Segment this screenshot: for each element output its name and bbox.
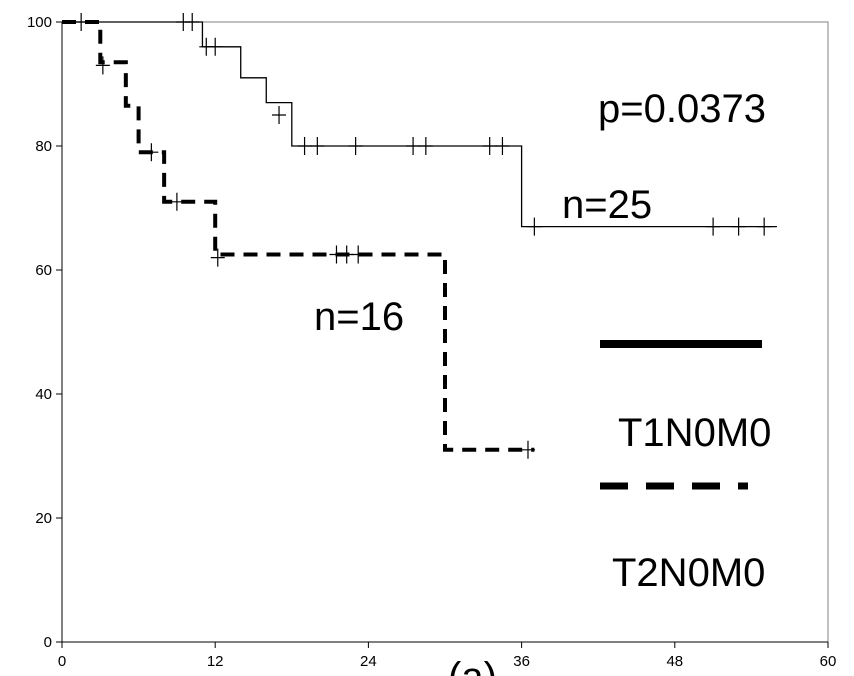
censor-mark-t2: [144, 143, 159, 162]
y-tick-label: 100: [27, 14, 52, 31]
x-tick-label: 24: [360, 653, 377, 670]
legend-t2-label: T2N0M0: [612, 551, 765, 595]
survival-curve-t2: [62, 20, 535, 452]
censor-mark-t2: [520, 440, 535, 459]
axes: 0 12 24 36 48 60 0 20 40 60 80 100: [27, 14, 836, 670]
x-tick-label: 12: [207, 653, 224, 670]
censor-mark-t1: [706, 217, 721, 236]
y-tick-label: 40: [35, 386, 52, 403]
y-tick-label: 0: [44, 634, 52, 651]
y-tick-label: 60: [35, 262, 52, 279]
censor-mark-t1: [418, 137, 433, 155]
censor-mark-t2: [169, 192, 184, 211]
censor-mark-t1: [208, 37, 223, 56]
survival-curve-t1: [62, 21, 777, 228]
x-tick-label: 0: [58, 653, 66, 670]
censor-mark-t1: [495, 137, 510, 155]
y-tick-label: 80: [35, 138, 52, 155]
censor-mark-t2: [210, 248, 225, 267]
censor-mark-t2: [95, 56, 110, 75]
censor-mark-t1: [527, 217, 542, 236]
censor-mark-t1: [310, 137, 325, 155]
censor-mark-t1: [297, 137, 312, 155]
x-tick-label: 36: [513, 653, 530, 670]
censor-mark-t1: [348, 137, 363, 155]
censor-mark-t1: [757, 217, 772, 236]
censor-mark-t2: [74, 13, 89, 31]
legend: T1N0M0 T2N0M0: [600, 340, 771, 595]
p-value-label: p=0.0373: [598, 87, 766, 131]
y-tick-label: 20: [35, 510, 52, 527]
censor-mark-t2: [351, 245, 366, 264]
censor-marks: [74, 13, 772, 459]
n-t1-label: n=25: [562, 183, 652, 227]
figure-label-partial: (a): [448, 655, 497, 676]
censor-mark-t1: [731, 217, 746, 236]
censor-mark-t1: [482, 137, 497, 155]
legend-t1-label: T1N0M0: [618, 411, 771, 455]
censor-mark-t1: [406, 137, 421, 155]
censor-mark-t1: [185, 13, 200, 31]
x-tick-label: 48: [666, 653, 683, 670]
x-tick-label: 60: [820, 653, 837, 670]
censor-mark-t1: [272, 106, 287, 124]
n-t2-label: n=16: [314, 295, 404, 339]
